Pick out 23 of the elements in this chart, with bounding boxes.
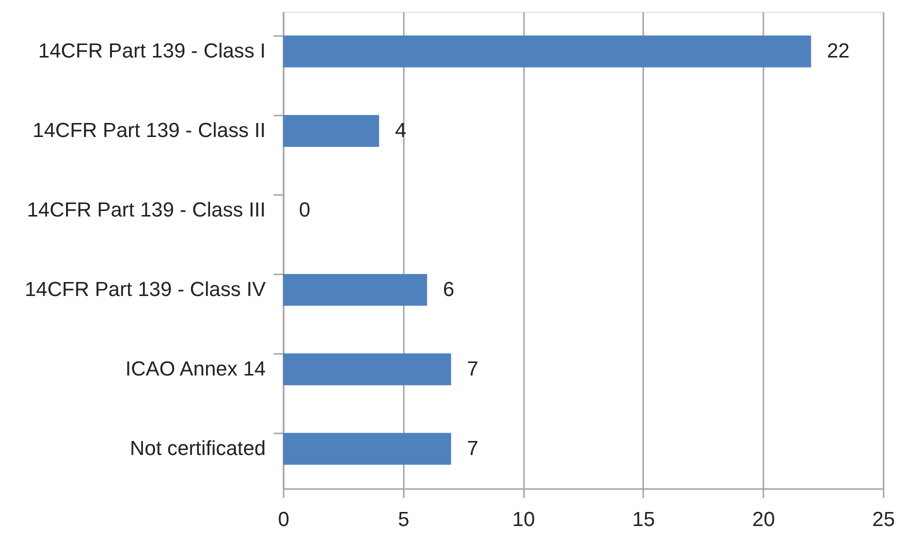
x-tick-label: 5 (398, 508, 410, 531)
y-tick-label: 14CFR Part 139 - Class II (32, 120, 266, 142)
bar (283, 36, 812, 68)
x-tick-label: 25 (872, 508, 895, 531)
bar (283, 274, 428, 306)
data-label: 6 (442, 278, 454, 301)
y-tick-label: ICAO Annex 14 (125, 358, 266, 380)
y-tick-label: 14CFR Part 139 - Class I (38, 40, 266, 62)
data-label: 7 (466, 358, 478, 380)
bar (283, 353, 452, 386)
bar (283, 115, 380, 147)
x-tick-label: 0 (278, 508, 290, 531)
bar (283, 432, 452, 465)
data-label: 7 (466, 438, 478, 460)
data-label: 22 (826, 40, 850, 62)
data-label: 4 (395, 120, 406, 142)
x-tick-label: 10 (512, 508, 535, 531)
x-tick-label: 20 (752, 508, 775, 531)
y-tick-label: 14CFR Part 139 - Class IV (24, 278, 266, 301)
x-tick-label: 15 (632, 508, 655, 531)
y-tick-label: 14CFR Part 139 - Class III (26, 199, 266, 222)
y-tick-label: Not certificated (130, 438, 266, 460)
data-label: 0 (299, 199, 310, 222)
